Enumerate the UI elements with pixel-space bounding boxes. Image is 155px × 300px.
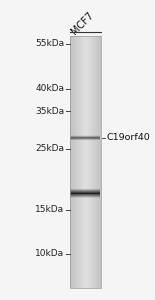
Bar (70, 36, 71, 288)
Bar (71, 191, 100, 192)
Bar (100, 36, 101, 288)
Bar (71, 189, 100, 190)
Bar (71, 197, 100, 198)
Bar (71, 190, 100, 191)
Bar (72, 36, 73, 288)
Bar (98, 36, 99, 288)
Bar (73, 36, 74, 288)
Bar (88, 36, 89, 288)
Bar (71, 196, 100, 197)
Text: 35kDa: 35kDa (35, 106, 64, 116)
Bar (93, 36, 94, 288)
Bar (71, 193, 100, 194)
Bar (92, 36, 93, 288)
Bar (71, 192, 100, 193)
Bar (86, 36, 87, 288)
Bar (83, 36, 84, 288)
Text: 10kDa: 10kDa (35, 249, 64, 258)
Bar (80, 36, 81, 288)
Bar (71, 195, 100, 196)
Bar (84, 36, 85, 288)
Bar (71, 36, 72, 288)
Bar (91, 36, 92, 288)
Bar (95, 36, 96, 288)
Bar (70, 36, 101, 288)
Bar (87, 36, 88, 288)
Bar (81, 36, 82, 288)
Text: 40kDa: 40kDa (35, 84, 64, 93)
Bar (76, 36, 77, 288)
Bar (97, 36, 98, 288)
Bar (90, 36, 91, 288)
Text: 55kDa: 55kDa (35, 39, 64, 48)
Bar (77, 36, 78, 288)
Bar (75, 36, 76, 288)
Bar (74, 36, 75, 288)
Text: 15kDa: 15kDa (35, 206, 64, 214)
Bar (82, 36, 83, 288)
Bar (85, 36, 86, 288)
Bar (71, 194, 100, 195)
Text: C19orf40: C19orf40 (106, 134, 150, 142)
Bar (89, 36, 90, 288)
Bar (79, 36, 80, 288)
Bar (96, 36, 97, 288)
Text: 25kDa: 25kDa (35, 144, 64, 153)
Text: MCF7: MCF7 (69, 10, 96, 37)
Bar (94, 36, 95, 288)
Bar (99, 36, 100, 288)
Bar (78, 36, 79, 288)
